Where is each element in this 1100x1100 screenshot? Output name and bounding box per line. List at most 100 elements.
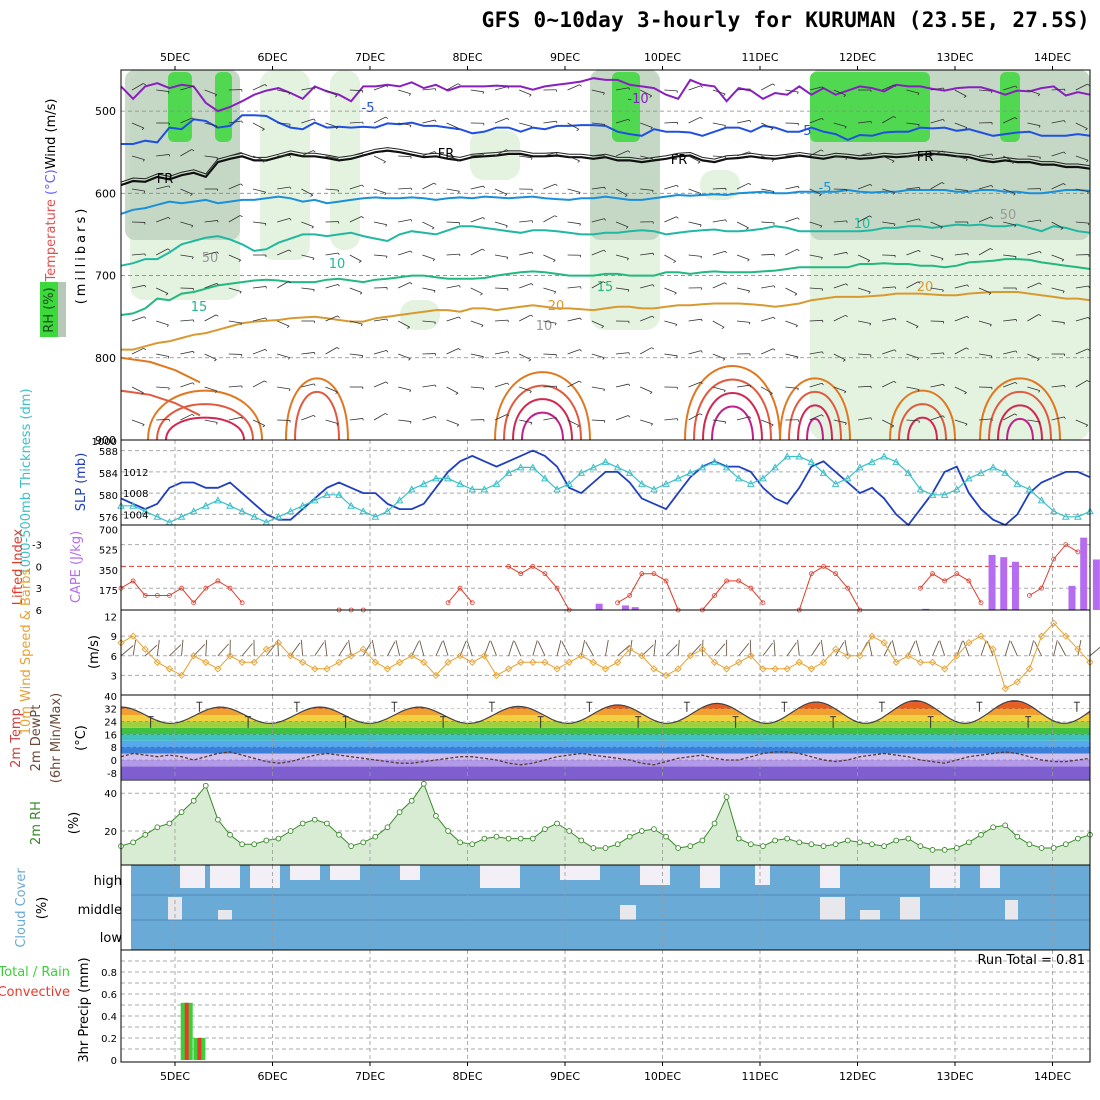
wind-barb-flag: [700, 256, 702, 259]
wind-speed-marker: [1013, 678, 1021, 686]
wind-barb-flag: [650, 423, 653, 426]
wind-speed-marker: [395, 658, 404, 666]
rh-marker: [966, 839, 972, 846]
wind-barb: [301, 414, 314, 421]
wind-barb: [314, 642, 325, 657]
wind-barb: [906, 89, 920, 94]
wind-barb: [640, 386, 653, 393]
wind-barb: [785, 386, 799, 389]
rh-marker: [590, 845, 597, 851]
wind-barb: [930, 287, 944, 291]
wind-barb: [954, 155, 968, 160]
temperature-contour: [120, 223, 1091, 267]
wind-barb: [857, 215, 870, 223]
cape-bar: [631, 607, 639, 610]
wind-barb: [567, 349, 580, 355]
wind-barb-flag: [480, 293, 483, 296]
wind-barb: [1003, 221, 1016, 226]
wind-barb: [252, 155, 266, 162]
wind-barb: [962, 640, 970, 656]
wind-barb-flag: [965, 158, 968, 162]
lifted-index-marker: [469, 600, 475, 606]
wind-barb-flag: [725, 219, 727, 222]
wind-barb-flag: [603, 249, 606, 253]
thickness-marker: [795, 452, 804, 460]
thickness-marker: [359, 507, 368, 515]
wind-barb: [131, 347, 144, 355]
wind-barb-flag: [942, 384, 945, 387]
cloud-high-gap: [400, 865, 420, 880]
wind-barb: [277, 353, 290, 358]
wind-barb-flag: [991, 185, 994, 188]
contour-label: -5: [799, 124, 812, 139]
temperature-contour: [156, 403, 254, 441]
wind-barb: [978, 248, 991, 256]
wind-speed-marker: [165, 665, 174, 673]
wind-barb-flag: [649, 391, 653, 395]
wind-barb: [277, 89, 290, 94]
wind-barb: [701, 639, 704, 656]
wind-barb: [131, 419, 145, 425]
wind-barb-flag: [749, 120, 752, 123]
wind-barb: [373, 413, 386, 421]
wind-barb-flag: [724, 421, 727, 424]
wind-barb: [277, 639, 279, 656]
rh-marker: [360, 839, 367, 846]
rh-tick: 40: [104, 789, 117, 800]
thickness-marker: [310, 496, 319, 504]
wind-barb: [373, 254, 387, 257]
wind-barb-flag: [386, 350, 389, 353]
wind-barb-flag: [844, 391, 847, 394]
wind-barb-flag: [990, 355, 993, 359]
wind-speed-marker: [892, 658, 900, 666]
temperature-band: [121, 715, 1090, 722]
wind-barb-flag: [265, 317, 268, 320]
date-label-bottom: 11DEC: [741, 1070, 778, 1083]
wind-barb-flag: [358, 260, 362, 263]
wind-barb: [1051, 287, 1065, 292]
temp-tick: -8: [107, 769, 117, 780]
wind-barb: [615, 287, 629, 291]
lifted-index-marker: [203, 585, 209, 591]
wind-barb: [1010, 640, 1018, 656]
date-label-bottom: 8DEC: [452, 1070, 482, 1083]
wind-barb: [954, 419, 968, 425]
cloud-high-gap: [980, 865, 1000, 888]
temperature-contour: [797, 404, 833, 441]
wind-barb: [567, 286, 581, 289]
thickness-marker: [214, 496, 222, 504]
wind-barb: [490, 640, 497, 656]
wind-barb: [338, 641, 348, 657]
wind-barb: [543, 320, 557, 324]
wind-barb-flag: [215, 314, 219, 317]
wind-barb: [398, 386, 411, 391]
cloud-high-gap: [330, 865, 360, 880]
wind-barb-flag: [336, 423, 339, 426]
lifted-index-marker: [954, 571, 960, 577]
wind-barb-flag: [579, 84, 582, 87]
lifted-index-marker: [639, 571, 645, 577]
wind-barb: [131, 253, 145, 256]
wind-barb-flag: [822, 351, 824, 354]
wind-barb: [470, 217, 484, 223]
rh-area: [121, 783, 1090, 865]
wind-barb-flag: [965, 423, 968, 427]
precip-run-total: Run Total = 0.81: [977, 953, 1085, 968]
wind-barb: [712, 419, 726, 423]
wind-barb: [809, 254, 823, 258]
wind-barb: [835, 641, 845, 657]
wind-barb: [688, 221, 702, 226]
wind-barb: [422, 320, 436, 323]
wind-barb: [470, 287, 483, 295]
wind-barb: [519, 89, 532, 96]
wind-barb: [688, 350, 702, 355]
rh-marker: [1062, 841, 1069, 848]
temperature-contour: [684, 365, 781, 441]
wind-barb-flag: [868, 291, 871, 295]
wind-barb-flag: [506, 414, 510, 417]
wind-speed-marker: [1062, 632, 1070, 640]
wind-barb-flag: [1038, 390, 1041, 393]
rh-marker: [190, 797, 197, 804]
wind-barb-flag: [1039, 219, 1042, 223]
rh-marker: [433, 813, 439, 819]
